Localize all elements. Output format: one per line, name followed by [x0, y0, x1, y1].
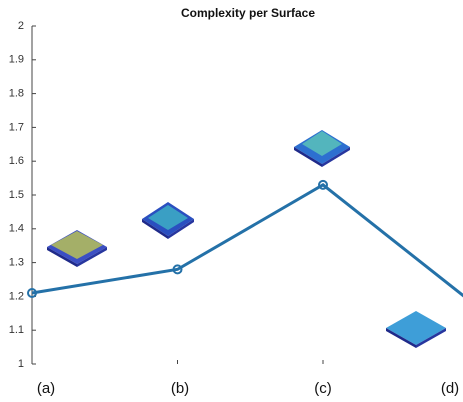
- point-marker: [318, 179, 328, 190]
- point-marker: [27, 288, 37, 299]
- y-tick-label: 1.2: [9, 290, 24, 302]
- y-tick-label: 1.3: [9, 257, 24, 269]
- y-tick-label: 1: [18, 358, 24, 370]
- x-tick-label: (d): [441, 380, 459, 397]
- point-marker: [172, 264, 183, 275]
- surface-thumbnails: [47, 130, 446, 348]
- y-tick-label: 1.4: [9, 223, 24, 235]
- x-tick-label: (a): [37, 380, 55, 397]
- x-tick-label: (b): [171, 380, 189, 397]
- y-tick-label: 1.7: [9, 121, 24, 133]
- surface-d: [386, 311, 446, 348]
- chart-title: Complexity per Surface: [181, 6, 315, 20]
- surface-c: [294, 130, 350, 167]
- surface-b: [142, 202, 194, 239]
- y-tick-label: 1.8: [9, 88, 24, 100]
- surface-a: [47, 230, 107, 267]
- y-tick-label: 1.1: [9, 324, 24, 336]
- series-line: [31, 183, 463, 298]
- x-tick-label: (c): [314, 380, 332, 397]
- y-tick-label: 1.6: [9, 155, 24, 167]
- y-tick-label: 1.5: [9, 189, 24, 201]
- y-tick-label: 2: [18, 20, 24, 32]
- y-tick-label: 1.9: [9, 54, 24, 66]
